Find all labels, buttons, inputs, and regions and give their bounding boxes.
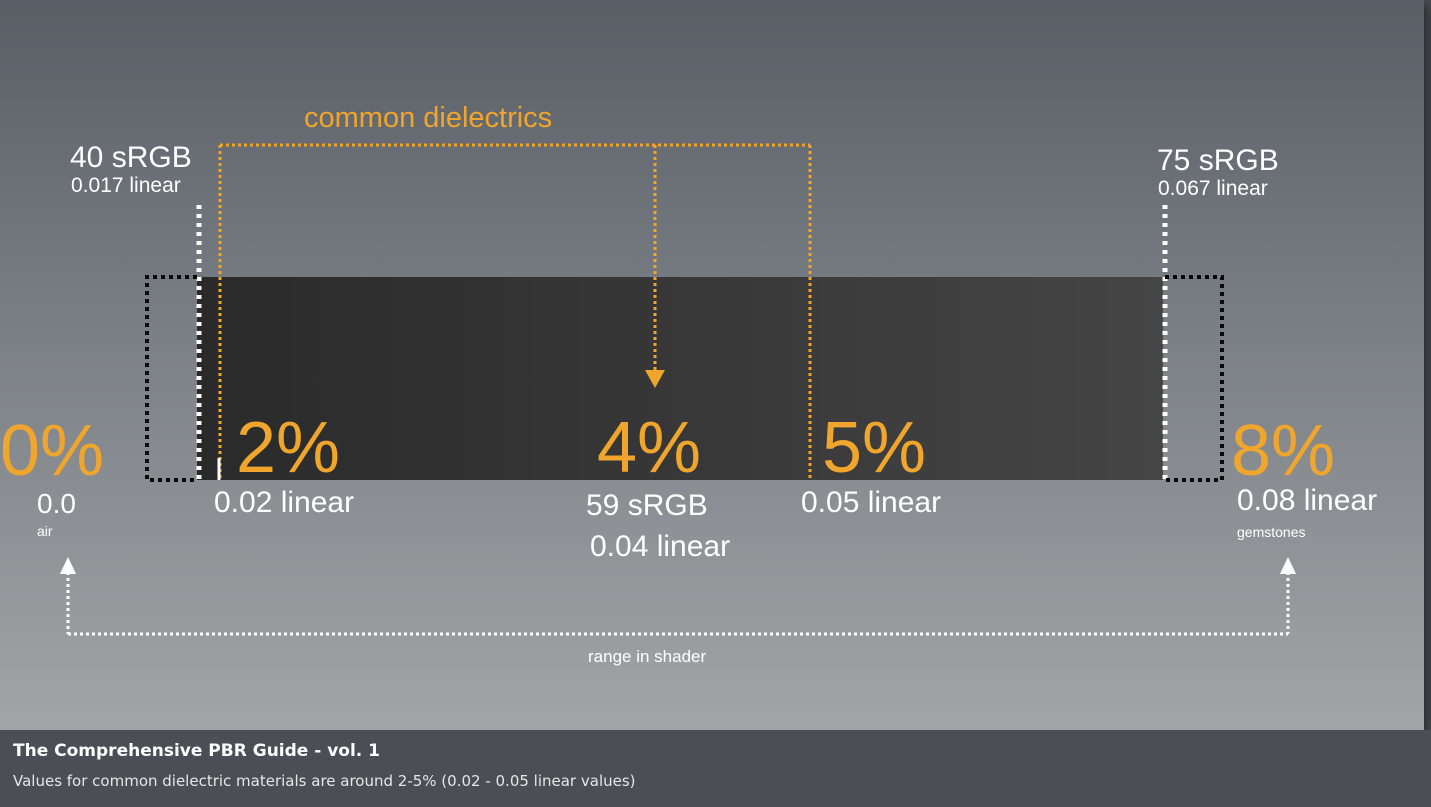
caption-subtitle: Values for common dielectric materials a… [13, 772, 636, 790]
linear-8: 0.08 linear [1237, 484, 1378, 517]
range-in-shader-label: range in shader [588, 647, 707, 666]
linear-2: 0.02 linear [214, 486, 355, 519]
right-linear-label: 0.067 linear [1158, 177, 1268, 200]
diagram-slide: common dielectrics 40 sRGB 0.017 linear … [0, 0, 1424, 730]
note-gemstones: gemstones [1237, 524, 1306, 540]
shader-range-boxes [145, 275, 1224, 482]
percent-8: 8% [1231, 411, 1336, 491]
range-bracket [66, 572, 1290, 636]
linear-5: 0.05 linear [801, 486, 942, 519]
note-air: air [37, 523, 53, 539]
arrow-down-icon [645, 370, 665, 388]
dielectrics-bracket [218, 143, 812, 480]
common-dielectrics-label: common dielectrics [304, 102, 553, 134]
linear-4: 0.04 linear [590, 530, 731, 563]
srgb-4: 59 sRGB [586, 489, 708, 522]
caption-title: The Comprehensive PBR Guide - vol. 1 [13, 741, 381, 761]
caption-bar [0, 730, 1431, 807]
linear-0: 0.0 [37, 488, 76, 519]
left-srgb-label: 40 sRGB [70, 141, 192, 174]
arrow-up-left-icon [60, 557, 76, 574]
reflectance-bar [197, 277, 1163, 480]
percent-5: 5% [822, 408, 927, 488]
right-srgb-label: 75 sRGB [1157, 144, 1279, 177]
srgb-marker-lines [196, 205, 1168, 480]
percent-2: 2% [236, 408, 341, 488]
percent-0: 0% [0, 411, 105, 491]
arrow-up-right-icon [1280, 557, 1296, 574]
diagram-lines [60, 143, 1296, 636]
percent-4: 4% [597, 408, 702, 488]
left-linear-label: 0.017 linear [71, 174, 181, 197]
